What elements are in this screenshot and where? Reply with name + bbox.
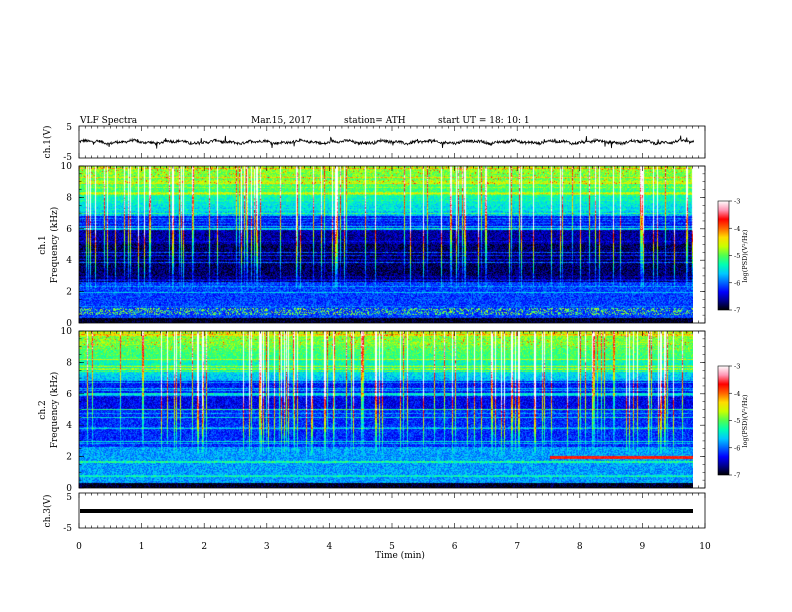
ch2-spectrogram-ylabel: Frequency (kHz) <box>49 372 60 449</box>
header-station: station= ATH <box>344 116 406 126</box>
ch3-waveform-xticks <box>78 493 706 528</box>
ch2-spectrogram-panel: 0 2 4 6 8 10 ch.2 Frequency (kHz) <box>38 327 706 494</box>
time-tick-label: 9 <box>640 542 646 552</box>
ch3-waveform-trace <box>80 509 693 513</box>
ch3-ytick-top: 5 <box>66 493 72 503</box>
colorbar-tick-label: -5 <box>734 417 740 425</box>
ch2-spectrogram-ytick-label: 8 <box>66 358 72 368</box>
ch2-spectrogram-ytick-label: 4 <box>66 421 72 431</box>
ch1-spectrogram-ytick-label: 6 <box>66 225 72 235</box>
ch2-colorbar-ticks: -3 -4 -5 -6 -7 <box>729 363 740 480</box>
time-tick-label: 6 <box>452 542 458 552</box>
time-axis-label: Time (min) <box>375 550 425 561</box>
colorbar-tick-label: -3 <box>734 198 740 206</box>
figure-title: VLF Spectra <box>79 116 138 126</box>
ch1-spectrogram-channel-label: ch.1 <box>38 235 48 254</box>
colorbar-tick-label: -5 <box>734 252 740 260</box>
time-tick-label: 7 <box>514 542 520 552</box>
ch2-spectrogram-ticks: 0 2 4 6 8 10 <box>61 327 706 494</box>
colorbar-tick-label: -3 <box>734 363 740 371</box>
ch1-waveform-trace <box>78 135 695 149</box>
ch1-spectrogram-ytick-label: 0 <box>66 319 72 329</box>
ch2-colorbar-label: log(PSD)(V²/Hz) <box>741 394 749 447</box>
ch1-waveform-panel: 5 -5 ch.1(V) <box>42 123 706 163</box>
ch1-ytick-bottom: -5 <box>63 153 72 163</box>
ch2-spectrogram-ytick-label: 2 <box>66 453 72 463</box>
ch1-spectrogram-ytick-label: 2 <box>66 288 72 298</box>
ch1-spectrogram-ytick-label: 8 <box>66 193 72 203</box>
ch1-colorbar-gradient <box>717 200 730 311</box>
ch1-waveform-xticks <box>78 126 706 158</box>
time-tick-label: 4 <box>327 542 333 552</box>
ch1-spectrogram-ticks: 0 2 4 6 8 10 <box>61 162 706 329</box>
ch1-colorbar-ticks: -3 -4 -5 -6 -7 <box>729 198 740 315</box>
ch1-spectrogram-ytick-label: 4 <box>66 256 72 266</box>
time-tick-label: 8 <box>577 542 583 552</box>
colorbar-tick-label: -4 <box>734 390 740 398</box>
ch2-spectrogram-image <box>79 331 693 488</box>
time-tick-label: 0 <box>76 542 82 552</box>
ch1-spectrogram-panel: 0 2 4 6 8 10 ch.1 Frequency (kHz) <box>38 162 706 329</box>
ch3-waveform-panel: 5 -5 ch.3(V) <box>42 492 706 534</box>
ch1-waveform-ylabel: ch.1(V) <box>42 126 53 159</box>
colorbar-tick-label: -6 <box>734 279 740 287</box>
time-tick-label: 1 <box>139 542 145 552</box>
colorbar-tick-label: -7 <box>734 307 740 315</box>
ch2-spectrogram-ytick-label: 10 <box>61 327 73 337</box>
ch1-colorbar: -3 -4 -5 -6 -7 log(PSD)(V²/Hz) <box>717 198 749 315</box>
ch2-spectrogram-ytick-label: 0 <box>66 484 72 494</box>
ch2-spectrogram-channel-label: ch.2 <box>38 400 48 419</box>
ch1-colorbar-label: log(PSD)(V²/Hz) <box>741 229 749 282</box>
colorbar-tick-label: -6 <box>734 444 740 452</box>
time-tick-label: 3 <box>264 542 270 552</box>
ch3-waveform-ylabel: ch.3(V) <box>42 495 53 528</box>
ch2-colorbar: -3 -4 -5 -6 -7 log(PSD)(V²/Hz) <box>717 363 749 480</box>
ch1-spectrogram-image <box>79 166 693 323</box>
ch1-spectrogram-ylabel: Frequency (kHz) <box>49 207 60 284</box>
header-start-ut: start UT = 18: 10: 1 <box>438 116 530 126</box>
colorbar-tick-label: -4 <box>734 225 740 233</box>
ch2-colorbar-gradient <box>717 365 730 476</box>
time-axis: 0 1 2 3 4 5 6 7 8 9 10 <box>76 542 711 552</box>
ch2-spectrogram-ytick-label: 6 <box>66 390 72 400</box>
time-tick-label: 2 <box>201 542 207 552</box>
ch3-ytick-bottom: -5 <box>63 524 72 534</box>
ch1-spectrogram-ytick-label: 10 <box>61 162 73 172</box>
ch1-ytick-top: 5 <box>66 123 72 133</box>
time-tick-label: 5 <box>389 542 395 552</box>
colorbar-tick-label: -7 <box>734 472 740 480</box>
header-date: Mar.15, 2017 <box>251 116 312 126</box>
time-tick-label: 10 <box>699 542 711 552</box>
